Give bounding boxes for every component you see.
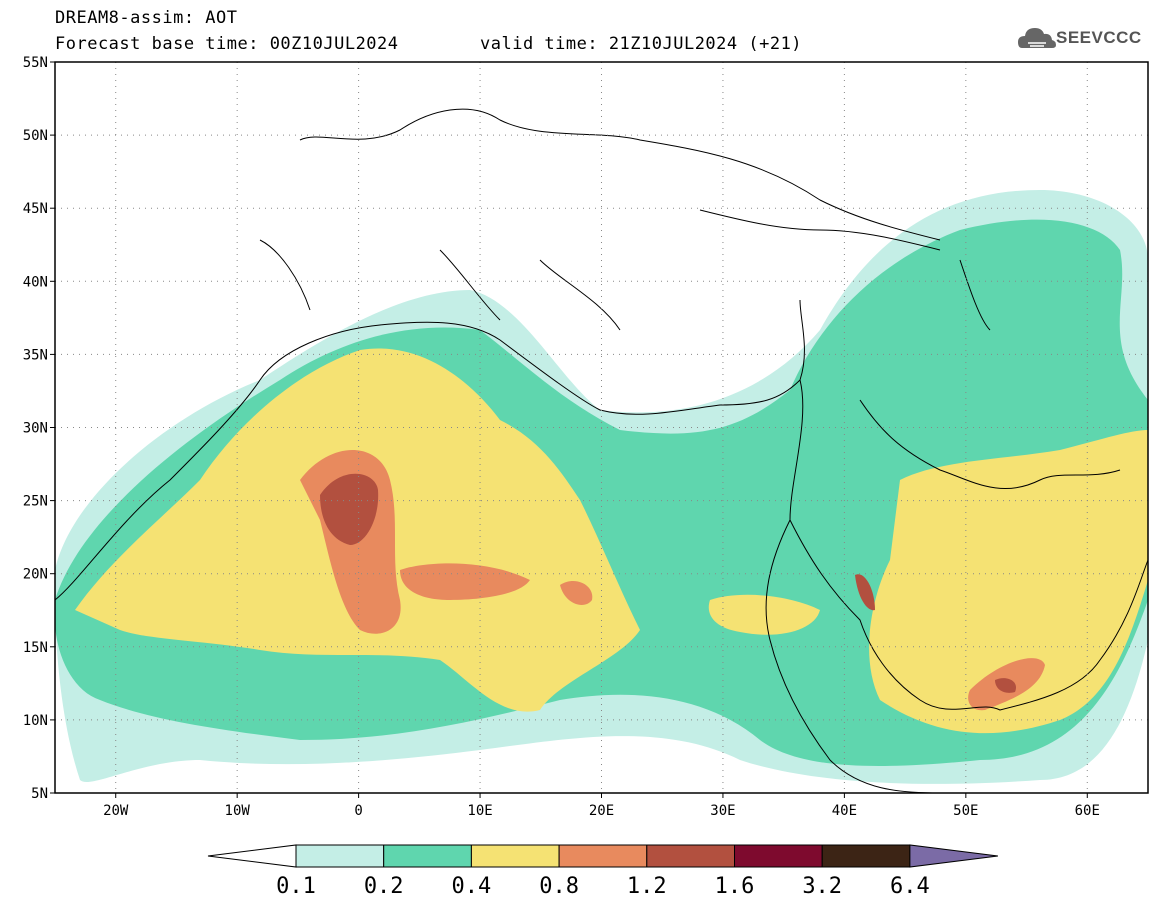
colorbar-label: 0.1 [276,874,316,899]
colorbar-under-triangle [207,844,297,868]
aot-0.4-region-sudan [708,594,820,635]
lon-label: 10W [225,803,251,819]
aot-0.8-region-b [400,563,530,600]
aot-0.8-region-c [560,580,593,605]
lat-label: 20N [23,567,48,583]
colorbar-label: 6.4 [890,874,930,899]
lat-label: 55N [23,55,48,71]
logo-text: SEEVCCC [1056,28,1142,47]
cloud-icon [1018,28,1056,48]
lon-label: 20E [589,803,614,819]
lon-label: 30E [710,803,735,819]
lat-label: 25N [23,494,48,510]
base-time-label: Forecast base time: 00Z10JUL2024 [55,34,399,54]
longitude-labels: 20W 10W 0 10E 20E 30E 40E 50E 60E [103,793,1100,819]
colorbar-segment [558,844,648,868]
lon-label: 60E [1075,803,1100,819]
lat-label: 10N [23,713,48,729]
lon-label: 40E [832,803,857,819]
aot-0.4-region-arabia [869,430,1148,734]
lon-label: 50E [953,803,978,819]
colorbar-label: 0.8 [539,874,579,899]
colorbar-label: 3.2 [802,874,842,899]
latitude-labels: 55N 50N 45N 40N 35N 30N 25N 20N 15N 10N 5N [23,55,55,802]
lon-label: 20W [103,803,129,819]
graticule [55,62,1148,793]
lon-label: 0 [354,803,362,819]
colorbar-segment [821,844,911,868]
colorbar-label: 0.2 [364,874,404,899]
colorbar: 0.1 0.2 0.4 0.8 1.2 1.6 3.2 6.4 [207,844,998,899]
lat-label: 45N [23,201,48,217]
aot-1.2-region [320,473,379,545]
lon-label: 10E [467,803,492,819]
colorbar-over-triangle [909,844,998,868]
aot-1.2-region-b [855,574,875,611]
colorbar-segment [734,844,823,868]
colorbar-segment [295,844,385,868]
lat-label: 40N [23,274,48,290]
model-title: DREAM8-assim: AOT [55,8,238,28]
valid-time-label: valid time: 21Z10JUL2024 (+21) [480,34,803,54]
colorbar-segment [470,844,560,868]
lat-label: 5N [31,786,48,802]
colorbar-label: 1.2 [627,874,667,899]
lat-label: 30N [23,421,48,437]
lat-label: 15N [23,640,48,656]
lat-label: 50N [23,128,48,144]
aot-1.2-region-c [995,678,1016,693]
colorbar-label: 1.6 [715,874,755,899]
coastlines [55,108,1148,793]
colorbar-label: 0.4 [452,874,492,899]
colorbar-segment [646,844,735,868]
lat-label: 35N [23,347,48,363]
colorbar-segment [383,844,472,868]
aot-field [55,62,1148,793]
